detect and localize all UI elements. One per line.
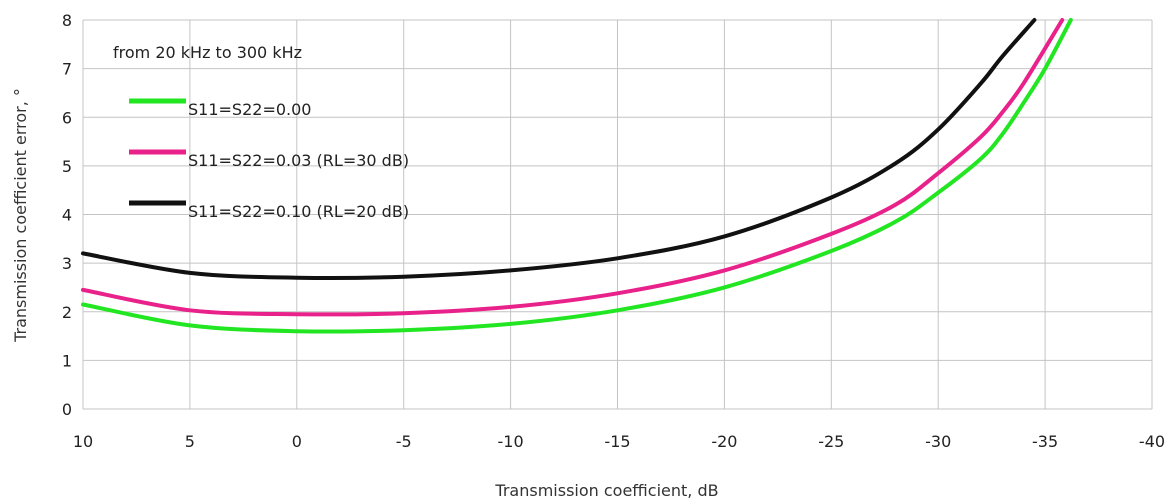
x-tick-label: -40 — [1139, 432, 1165, 451]
y-tick-label: 7 — [62, 60, 72, 79]
x-tick-label: 5 — [185, 432, 195, 451]
series-line-2 — [81, 18, 1037, 281]
y-tick-label: 5 — [62, 157, 72, 176]
x-tick-label: -25 — [818, 432, 844, 451]
y-axis-title: Transmission coefficient error, ° — [11, 88, 30, 343]
y-tick-label: 6 — [62, 108, 72, 127]
x-tick-label: -35 — [1032, 432, 1058, 451]
x-tick-label: 10 — [73, 432, 93, 451]
legend: S11=S22=0.00 S11=S22=0.03 (RL=30 dB) S11=S… — [129, 98, 409, 221]
legend-label-1: S11=S22=0.03 (RL=30 dB) — [188, 151, 409, 170]
x-axis-title: Transmission coefficient, dB — [494, 481, 718, 500]
x-tick-label: -10 — [498, 432, 524, 451]
y-tick-label: 0 — [62, 400, 72, 419]
y-tick-label: 8 — [62, 11, 72, 30]
legend-label-2: S11=S22=0.10 (RL=20 dB) — [188, 202, 409, 221]
series-line-1 — [81, 18, 1065, 317]
y-tick-label: 3 — [62, 254, 72, 273]
x-tick-label: -20 — [711, 432, 737, 451]
y-tick-label: 4 — [62, 206, 72, 225]
series-layer — [81, 18, 1073, 334]
x-tick-label: -30 — [925, 432, 951, 451]
y-tick-label: 2 — [62, 303, 72, 322]
series-line-0 — [81, 18, 1073, 334]
y-tick-label: 1 — [62, 351, 72, 370]
ticks-layer: 0 1 2 3 4 5 6 7 8 10 5 0 -5 -10 -15 -20 -25 -30 -35 -40 — [62, 11, 1165, 451]
x-tick-label: -15 — [604, 432, 630, 451]
annotation-frequency-range: from 20 kHz to 300 kHz — [113, 43, 302, 62]
x-tick-label: 0 — [292, 432, 302, 451]
grid — [82, 19, 1153, 410]
legend-label-0: S11=S22=0.00 — [188, 100, 311, 119]
x-tick-label: -5 — [396, 432, 412, 451]
